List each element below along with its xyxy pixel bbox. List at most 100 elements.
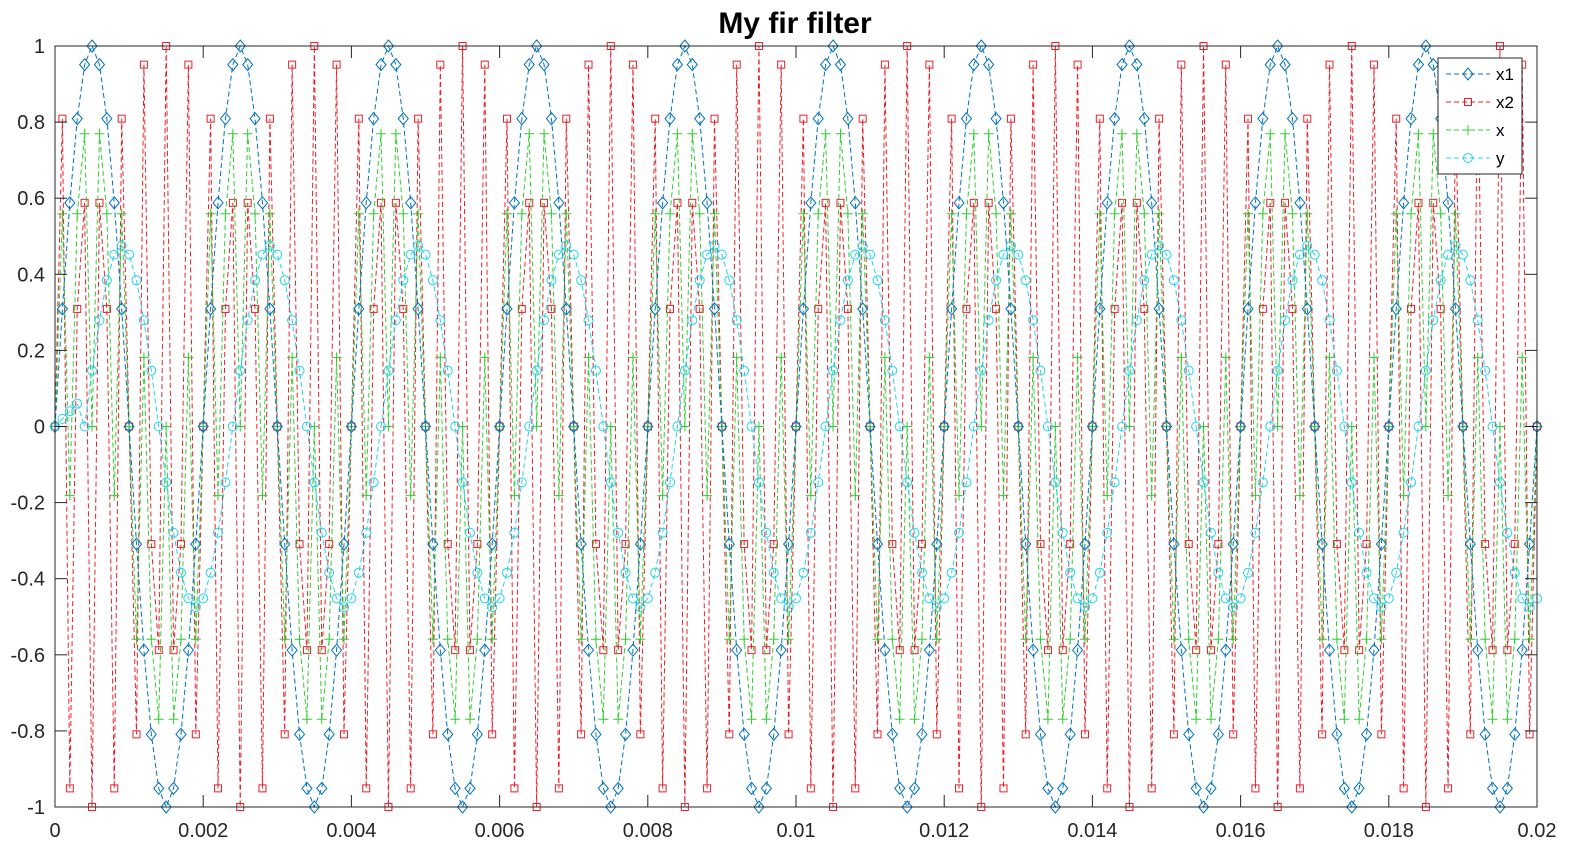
point-x	[1480, 634, 1491, 645]
point-x	[1287, 208, 1298, 219]
point-x	[739, 634, 750, 645]
point-x2	[473, 540, 482, 549]
point-x	[450, 714, 461, 725]
point-y	[894, 421, 905, 432]
point-x2	[80, 198, 89, 207]
point-x2	[362, 784, 371, 793]
point-x1	[382, 39, 395, 53]
x-tick-label: 0.018	[1364, 820, 1414, 842]
point-x2	[1503, 646, 1512, 655]
point-x1	[367, 111, 380, 126]
y-tick-label: 0.8	[17, 112, 45, 134]
point-x	[1065, 634, 1076, 645]
point-y	[709, 240, 720, 251]
point-x1	[301, 781, 313, 796]
point-x2	[265, 114, 274, 123]
point-y	[316, 527, 327, 538]
point-x2	[651, 114, 660, 123]
y-tick-label: -0.6	[11, 645, 45, 667]
point-x2	[628, 60, 637, 69]
point-x1	[160, 800, 172, 814]
point-y	[1168, 275, 1179, 286]
point-x2	[503, 114, 512, 123]
point-y	[879, 315, 890, 326]
point-x	[1139, 208, 1150, 219]
point-x2	[302, 646, 311, 655]
point-y	[346, 593, 357, 604]
point-y	[1087, 593, 1098, 604]
point-y	[976, 365, 987, 376]
point-x	[1487, 714, 1498, 725]
point-x	[887, 634, 898, 645]
y-tick-label: 0.4	[17, 264, 45, 286]
point-y	[190, 602, 201, 613]
point-y	[1243, 567, 1254, 578]
point-x	[539, 128, 550, 139]
point-x	[509, 490, 520, 501]
point-y	[1472, 315, 1483, 326]
point-y	[331, 593, 342, 604]
point-x	[983, 128, 994, 139]
point-x2	[1295, 784, 1304, 793]
point-x2	[1251, 784, 1260, 793]
series-x1	[49, 39, 1543, 814]
point-y	[442, 365, 453, 376]
point-x1	[71, 111, 83, 126]
point-x	[376, 128, 387, 139]
point-x	[613, 714, 624, 725]
point-y	[983, 315, 994, 326]
point-x	[435, 352, 446, 363]
point-x1	[101, 111, 113, 126]
point-x1	[249, 111, 261, 126]
point-y	[798, 567, 809, 578]
point-x	[665, 208, 676, 219]
point-x	[761, 714, 772, 725]
point-x2	[1325, 60, 1334, 69]
point-y	[702, 249, 713, 260]
point-x	[702, 490, 713, 501]
point-y	[576, 275, 587, 286]
point-x1	[708, 302, 721, 316]
point-y	[235, 365, 246, 376]
legend-marker	[1463, 125, 1473, 135]
point-x	[79, 128, 90, 139]
point-x	[931, 634, 942, 645]
point-x1	[1005, 302, 1017, 316]
point-x2	[1369, 60, 1378, 69]
point-y	[531, 365, 542, 376]
point-y	[153, 421, 164, 432]
point-y	[865, 249, 876, 260]
point-x1	[456, 800, 469, 814]
point-x	[168, 714, 179, 725]
point-x1	[1257, 111, 1269, 126]
point-y	[1131, 315, 1142, 326]
point-y	[731, 315, 742, 326]
legend-marker	[1463, 153, 1473, 163]
point-x1	[1316, 537, 1328, 551]
point-y	[924, 593, 935, 604]
point-x1	[153, 781, 165, 796]
point-x1	[671, 57, 684, 72]
point-x2	[1340, 646, 1349, 655]
point-x1	[360, 196, 372, 210]
point-x1	[271, 419, 283, 434]
point-x	[205, 208, 216, 219]
point-x2	[1169, 730, 1178, 739]
point-y	[1435, 275, 1446, 286]
point-x1	[1353, 781, 1365, 796]
point-y	[1109, 477, 1120, 488]
point-x2	[851, 784, 860, 793]
point-y	[1517, 593, 1528, 604]
point-y	[613, 527, 624, 538]
point-x	[331, 352, 342, 363]
x-tick-label: 0.012	[919, 820, 969, 842]
point-x	[524, 128, 535, 139]
legend-label: x1	[1496, 65, 1514, 84]
point-x2	[1288, 304, 1297, 313]
point-x	[413, 208, 424, 219]
point-x1	[1464, 537, 1476, 551]
point-x1	[1042, 781, 1054, 796]
point-y	[242, 315, 253, 326]
point-x1	[619, 727, 632, 742]
point-x1	[212, 196, 224, 210]
